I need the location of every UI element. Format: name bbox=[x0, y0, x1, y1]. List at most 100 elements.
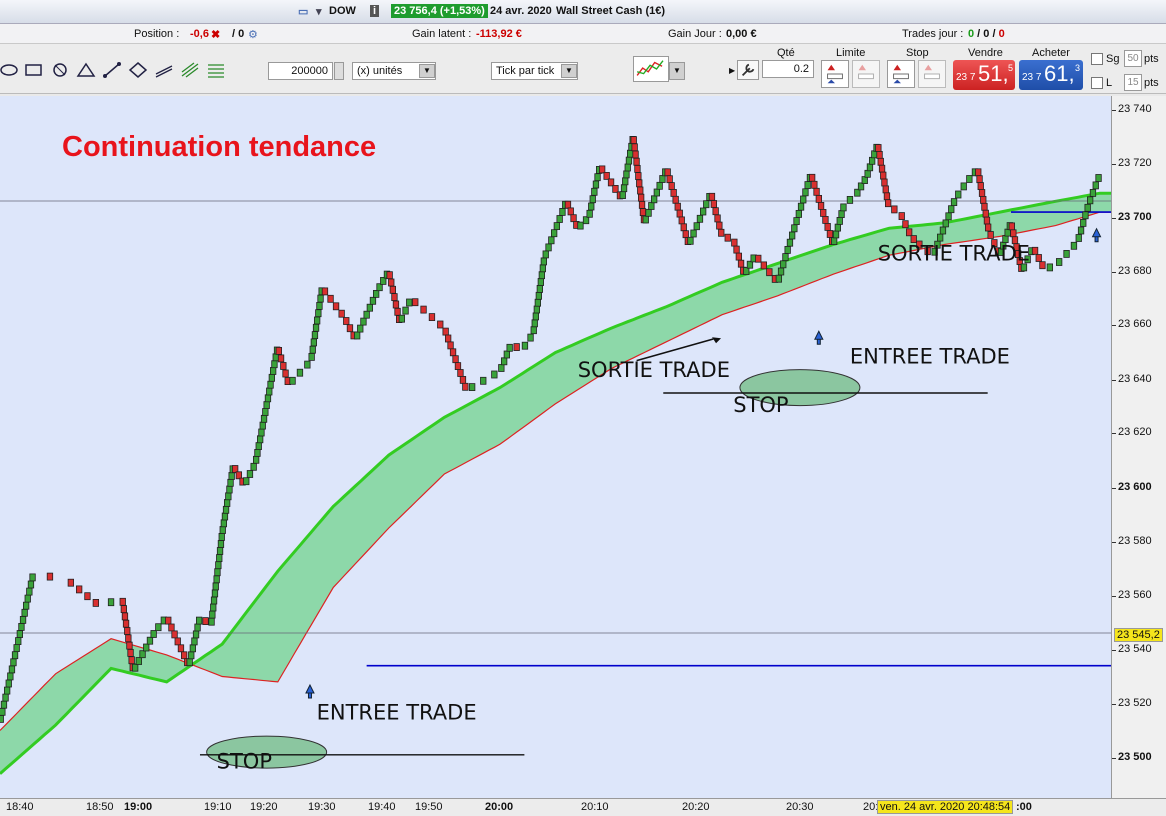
renko-brick bbox=[168, 623, 175, 632]
y-tick-label: 23 580 bbox=[1118, 535, 1152, 547]
y-tick-mark bbox=[1112, 325, 1116, 326]
buy-label: Acheter bbox=[1032, 47, 1070, 59]
limit-sell-icon[interactable] bbox=[852, 60, 880, 88]
renko-brick bbox=[880, 171, 887, 180]
price-axis[interactable]: 23 740 23 720 23 700 23 680 23 660 23 640 23 6… bbox=[1111, 96, 1166, 798]
renko-brick bbox=[854, 188, 861, 197]
instrument-name[interactable]: DOW bbox=[329, 5, 356, 17]
x-tick-label: :00 bbox=[1016, 801, 1032, 813]
renko-brick bbox=[1080, 219, 1087, 227]
rotated-rectangle-tool-icon[interactable] bbox=[128, 62, 148, 78]
time-axis[interactable]: 18:40 18:50 19:00 19:10 19:20 19:30 19:40 19:50… bbox=[0, 798, 1166, 816]
l-checkbox[interactable] bbox=[1091, 77, 1103, 89]
renko-brick bbox=[191, 637, 198, 646]
settings-gear-icon[interactable]: ⚙ bbox=[248, 29, 258, 41]
renko-brick bbox=[869, 156, 876, 165]
y-tick-label: 23 560 bbox=[1118, 589, 1152, 601]
ellipse-tool-icon[interactable] bbox=[0, 62, 20, 78]
y-tick-label: 23 680 bbox=[1118, 265, 1152, 277]
renko-brick bbox=[282, 369, 289, 378]
renko-brick bbox=[428, 313, 436, 322]
renko-brick bbox=[317, 294, 324, 303]
dropdown-chevron-icon[interactable]: ▾ bbox=[316, 6, 322, 18]
chart-type-icon[interactable]: ▭ bbox=[298, 6, 309, 18]
renko-brick bbox=[924, 247, 931, 256]
renko-brick bbox=[332, 302, 340, 311]
renko-brick bbox=[437, 320, 444, 329]
fast-moving-average-line bbox=[0, 211, 1111, 731]
renko-brick bbox=[226, 485, 233, 494]
renko-brick bbox=[225, 492, 232, 501]
title-bar: ▭ ▾ DOW i 23 756,4 (+1,53%) 24 avr. 2020… bbox=[0, 0, 1166, 24]
renko-brick bbox=[696, 214, 704, 223]
circle-cross-tool-icon[interactable] bbox=[50, 62, 70, 78]
stop-sell-icon[interactable] bbox=[918, 60, 946, 88]
renko-brick bbox=[532, 312, 539, 321]
renko-brick bbox=[535, 291, 542, 300]
renko-brick bbox=[321, 287, 329, 296]
y-tick-label: 23 720 bbox=[1118, 157, 1152, 169]
qty-input[interactable]: 0.2 bbox=[762, 60, 814, 78]
panel-arrow-icon[interactable]: ▶ bbox=[729, 66, 736, 75]
position-label: Position : bbox=[134, 28, 180, 40]
renko-brick bbox=[165, 616, 172, 625]
renko-brick bbox=[760, 261, 767, 270]
renko-brick bbox=[980, 196, 987, 204]
info-icon[interactable]: i bbox=[370, 5, 380, 17]
line-tool-icon[interactable] bbox=[102, 62, 122, 78]
renko-brick bbox=[18, 623, 25, 631]
renko-brick bbox=[0, 707, 6, 716]
quantity-stepper[interactable] bbox=[334, 62, 344, 80]
renko-brick bbox=[219, 526, 226, 534]
sell-button[interactable]: 23 7 51, 5 bbox=[953, 60, 1015, 90]
sg-points-input[interactable]: 50 bbox=[1124, 50, 1142, 67]
renko-brick bbox=[991, 239, 998, 248]
x-tick-label: 19:40 bbox=[368, 801, 396, 813]
market-name: Wall Street Cash (1€) bbox=[556, 5, 666, 17]
tick-mode-select[interactable]: Tick par tick bbox=[491, 62, 578, 80]
renko-brick bbox=[338, 309, 345, 318]
limit-buy-icon[interactable] bbox=[821, 60, 849, 88]
fibonacci-tool-icon[interactable] bbox=[206, 62, 226, 78]
buy-button[interactable]: 23 7 61, 3 bbox=[1019, 60, 1083, 90]
renko-brick bbox=[124, 627, 131, 635]
slow-moving-average-line bbox=[0, 191, 1111, 775]
quantity-input[interactable]: 200000 bbox=[268, 62, 333, 80]
chart-indicators-icon[interactable] bbox=[633, 56, 669, 82]
tick-mode-chevron-icon[interactable]: ▼ bbox=[561, 64, 577, 78]
units-chevron-icon[interactable]: ▼ bbox=[419, 64, 435, 78]
renko-brick bbox=[217, 540, 225, 548]
pitchfork-tool-icon[interactable] bbox=[180, 62, 200, 78]
triangle-tool-icon[interactable] bbox=[76, 62, 96, 78]
renko-brick bbox=[29, 573, 36, 582]
renko-brick bbox=[1095, 174, 1102, 182]
day-gain-label: Gain Jour : bbox=[668, 28, 722, 40]
renko-brick bbox=[143, 643, 150, 652]
stop-buy-icon[interactable] bbox=[887, 60, 915, 88]
renko-brick bbox=[26, 587, 33, 596]
renko-brick bbox=[180, 651, 188, 660]
renko-brick bbox=[551, 229, 558, 238]
renko-brick bbox=[1089, 189, 1097, 197]
indicators-chevron-icon[interactable]: ▼ bbox=[669, 62, 685, 80]
renko-brick bbox=[376, 283, 383, 292]
wrench-icon[interactable] bbox=[737, 60, 759, 80]
renko-brick bbox=[637, 186, 644, 195]
channel-tool-icon[interactable] bbox=[154, 62, 174, 78]
x-tick-label: 19:50 bbox=[415, 801, 443, 813]
renko-brick bbox=[714, 214, 721, 223]
units-select[interactable]: (x) unités bbox=[352, 62, 436, 80]
y-tick-label: 23 520 bbox=[1118, 697, 1152, 709]
renko-brick bbox=[674, 202, 681, 211]
renko-brick bbox=[120, 605, 127, 614]
rectangle-tool-icon[interactable] bbox=[24, 62, 44, 78]
l-points-input[interactable]: 15 bbox=[1124, 74, 1142, 91]
renko-brick bbox=[271, 360, 278, 369]
sg-checkbox[interactable] bbox=[1091, 53, 1103, 65]
price-chart[interactable]: Continuation tendance ENTREE TRADESTOPSO… bbox=[0, 96, 1111, 798]
renko-brick bbox=[128, 656, 135, 665]
renko-brick bbox=[623, 170, 630, 179]
renko-brick bbox=[820, 209, 827, 217]
renko-brick bbox=[1082, 211, 1089, 220]
close-position-icon[interactable]: ✖ bbox=[211, 29, 221, 41]
